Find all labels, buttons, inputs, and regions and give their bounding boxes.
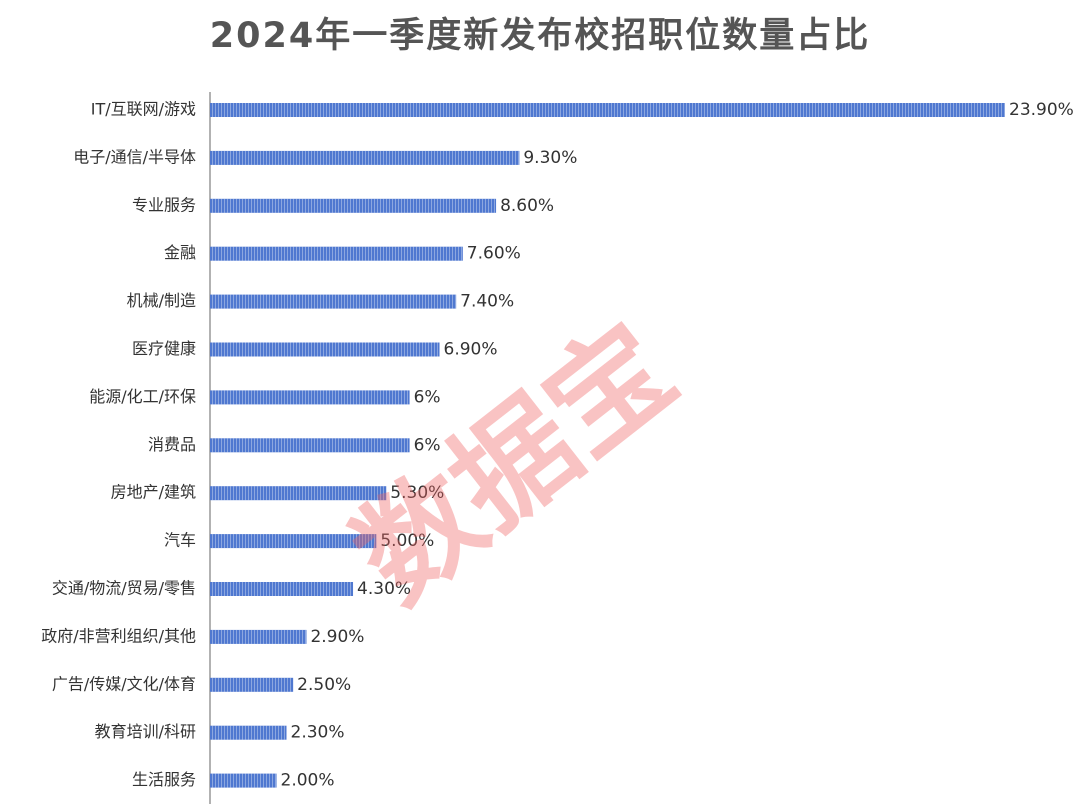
bar-texture: [210, 725, 287, 740]
value-label: 6%: [414, 435, 441, 455]
bar-texture: [210, 103, 1005, 117]
bar-texture: [210, 198, 497, 213]
value-label: 5.00%: [380, 531, 434, 551]
value-label: 7.40%: [460, 292, 514, 312]
category-label: 电子/通信/半导体: [73, 147, 196, 166]
bar-texture: [210, 486, 387, 501]
bar-texture: [210, 342, 440, 357]
category-label: 消费品: [148, 435, 196, 454]
value-label: 2.30%: [291, 723, 345, 743]
category-label: 交通/物流/贸易/零售: [52, 579, 196, 598]
category-label: IT/互联网/游戏: [91, 100, 196, 119]
bar-texture: [210, 773, 277, 788]
value-label: 9.30%: [523, 148, 577, 168]
bar-texture: [210, 294, 457, 309]
bar-texture: [210, 582, 354, 596]
category-label: 金融: [164, 243, 196, 262]
bar-texture: [210, 438, 410, 453]
value-label: 5.30%: [390, 483, 444, 503]
value-label: 2.00%: [281, 771, 335, 791]
category-label: 汽车: [164, 531, 196, 550]
category-label: 房地产/建筑: [111, 483, 196, 502]
value-label: 6%: [414, 387, 441, 407]
value-label: 6.90%: [444, 340, 498, 360]
category-label: 教育培训/科研: [95, 722, 196, 741]
bar-texture: [210, 150, 520, 165]
value-label: 8.60%: [500, 196, 554, 216]
category-label: 能源/化工/环保: [89, 387, 196, 406]
bar-texture: [210, 534, 377, 549]
value-label: 7.60%: [467, 244, 521, 264]
bar-texture: [210, 677, 294, 692]
category-label: 机械/制造: [127, 291, 196, 310]
value-label: 2.50%: [297, 675, 351, 695]
value-label: 2.90%: [310, 627, 364, 647]
value-label: 4.30%: [357, 579, 411, 599]
category-label: 医疗健康: [132, 339, 196, 358]
category-label: 政府/非营利组织/其他: [41, 626, 196, 645]
category-label: 生活服务: [132, 770, 196, 789]
value-label: 23.90%: [1009, 100, 1074, 120]
category-label: 广告/传媒/文化/体育: [52, 674, 196, 693]
bar-texture: [210, 246, 463, 261]
bar-texture: [210, 390, 410, 405]
bar-texture: [210, 629, 307, 644]
chart-title: 2024年一季度新发布校招职位数量占比: [210, 16, 870, 56]
category-label: 专业服务: [132, 195, 196, 214]
bars: IT/互联网/游戏 23.90% 电子/通信/半导体 9.30% 专业服务 8.60% 金融…: [41, 100, 1074, 791]
